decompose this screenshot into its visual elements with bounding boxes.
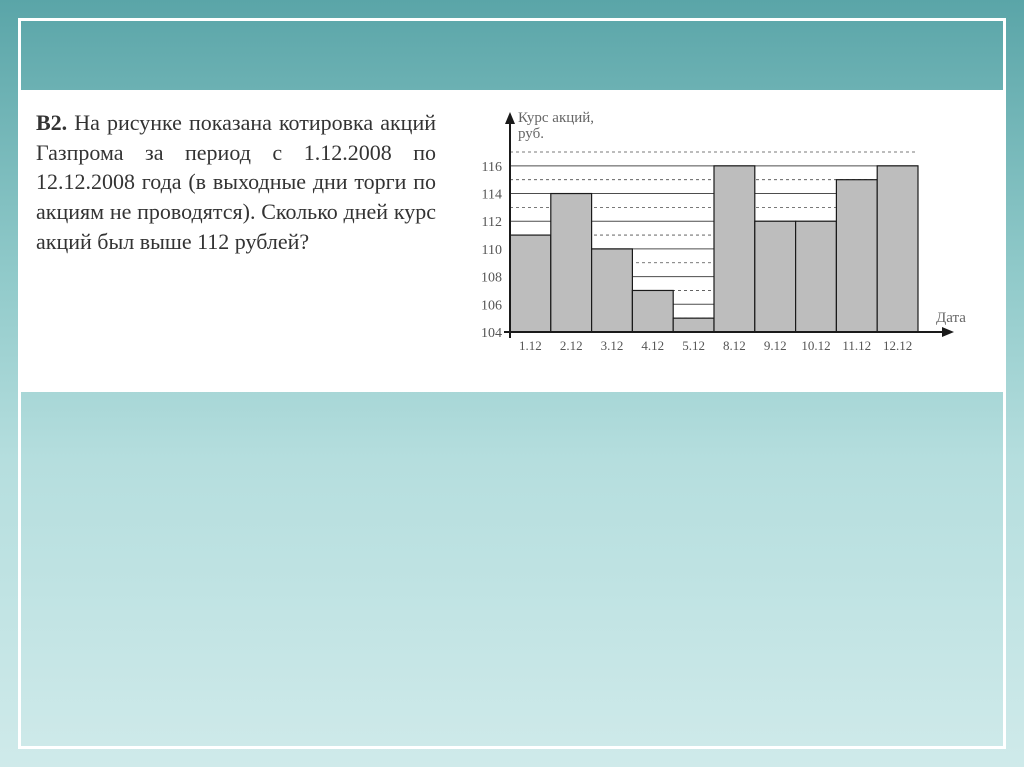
svg-text:2.12: 2.12 bbox=[560, 338, 583, 353]
svg-text:4.12: 4.12 bbox=[641, 338, 664, 353]
svg-text:9.12: 9.12 bbox=[764, 338, 787, 353]
svg-text:114: 114 bbox=[482, 188, 502, 203]
svg-text:108: 108 bbox=[481, 271, 502, 286]
svg-text:1.12: 1.12 bbox=[519, 338, 542, 353]
problem-text: В2. На рисунке показана котировка акций … bbox=[36, 108, 436, 256]
svg-text:Курс акций,: Курс акций, bbox=[518, 110, 594, 126]
svg-text:116: 116 bbox=[482, 160, 502, 175]
svg-text:8.12: 8.12 bbox=[723, 338, 746, 353]
svg-text:110: 110 bbox=[482, 243, 502, 258]
chart: 104 106 108 110 112 114 116 1.12 2.12 3.12 4.12 5.1… bbox=[454, 108, 988, 368]
content-box: В2. На рисунке показана котировка акций … bbox=[18, 90, 1006, 392]
problem-body: На рисунке показана котировка акций Газп… bbox=[36, 110, 436, 254]
problem-label: В2. bbox=[36, 110, 67, 135]
bar-chart-svg: 104 106 108 110 112 114 116 1.12 2.12 3.12 4.12 5.1… bbox=[454, 108, 974, 368]
svg-text:руб.: руб. bbox=[518, 126, 544, 142]
svg-text:3.12: 3.12 bbox=[601, 338, 624, 353]
svg-text:10.12: 10.12 bbox=[801, 338, 830, 353]
svg-text:104: 104 bbox=[481, 326, 502, 341]
slide: В2. На рисунке показана котировка акций … bbox=[0, 0, 1024, 767]
svg-text:5.12: 5.12 bbox=[682, 338, 705, 353]
svg-text:106: 106 bbox=[481, 298, 502, 313]
svg-text:12.12: 12.12 bbox=[883, 338, 912, 353]
svg-text:112: 112 bbox=[482, 215, 502, 230]
svg-text:Дата: Дата bbox=[936, 310, 966, 326]
svg-text:11.12: 11.12 bbox=[842, 338, 871, 353]
